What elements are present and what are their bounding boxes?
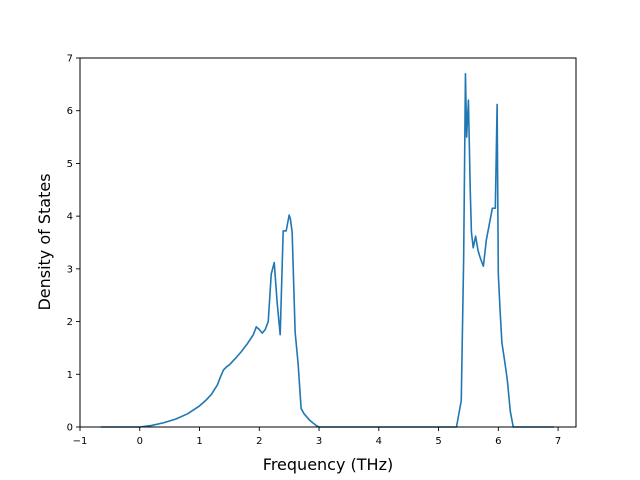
y-tick-label: 7 bbox=[67, 54, 73, 65]
x-axis-ticks: −1 0 1 2 3 4 5 6 7 bbox=[73, 427, 561, 447]
y-tick-label: 2 bbox=[67, 317, 73, 328]
y-axis-label: Density of States bbox=[35, 173, 54, 310]
x-tick-label: 3 bbox=[316, 436, 322, 447]
x-tick-label: 7 bbox=[555, 436, 561, 447]
y-tick-label: 3 bbox=[67, 264, 73, 275]
series-layer bbox=[100, 73, 554, 428]
plot-background bbox=[80, 58, 576, 427]
x-axis-label: Frequency (THz) bbox=[263, 455, 393, 474]
x-tick-label: 5 bbox=[435, 436, 441, 447]
x-tick-label: 1 bbox=[196, 436, 202, 447]
y-tick-label: 6 bbox=[67, 106, 73, 117]
y-tick-label: 4 bbox=[67, 212, 73, 223]
y-axis-ticks: 0 1 2 3 4 5 6 7 bbox=[67, 54, 80, 434]
x-tick-label: 0 bbox=[137, 436, 143, 447]
plot-frame bbox=[79, 57, 577, 428]
series-line bbox=[100, 73, 554, 428]
y-tick-label: 0 bbox=[67, 423, 73, 434]
x-tick-label: −1 bbox=[73, 436, 88, 447]
x-tick-label: 6 bbox=[495, 436, 501, 447]
x-tick-label: 4 bbox=[376, 436, 382, 447]
y-tick-label: 5 bbox=[67, 159, 73, 170]
x-tick-label: 2 bbox=[256, 436, 262, 447]
y-tick-label: 1 bbox=[67, 370, 73, 381]
